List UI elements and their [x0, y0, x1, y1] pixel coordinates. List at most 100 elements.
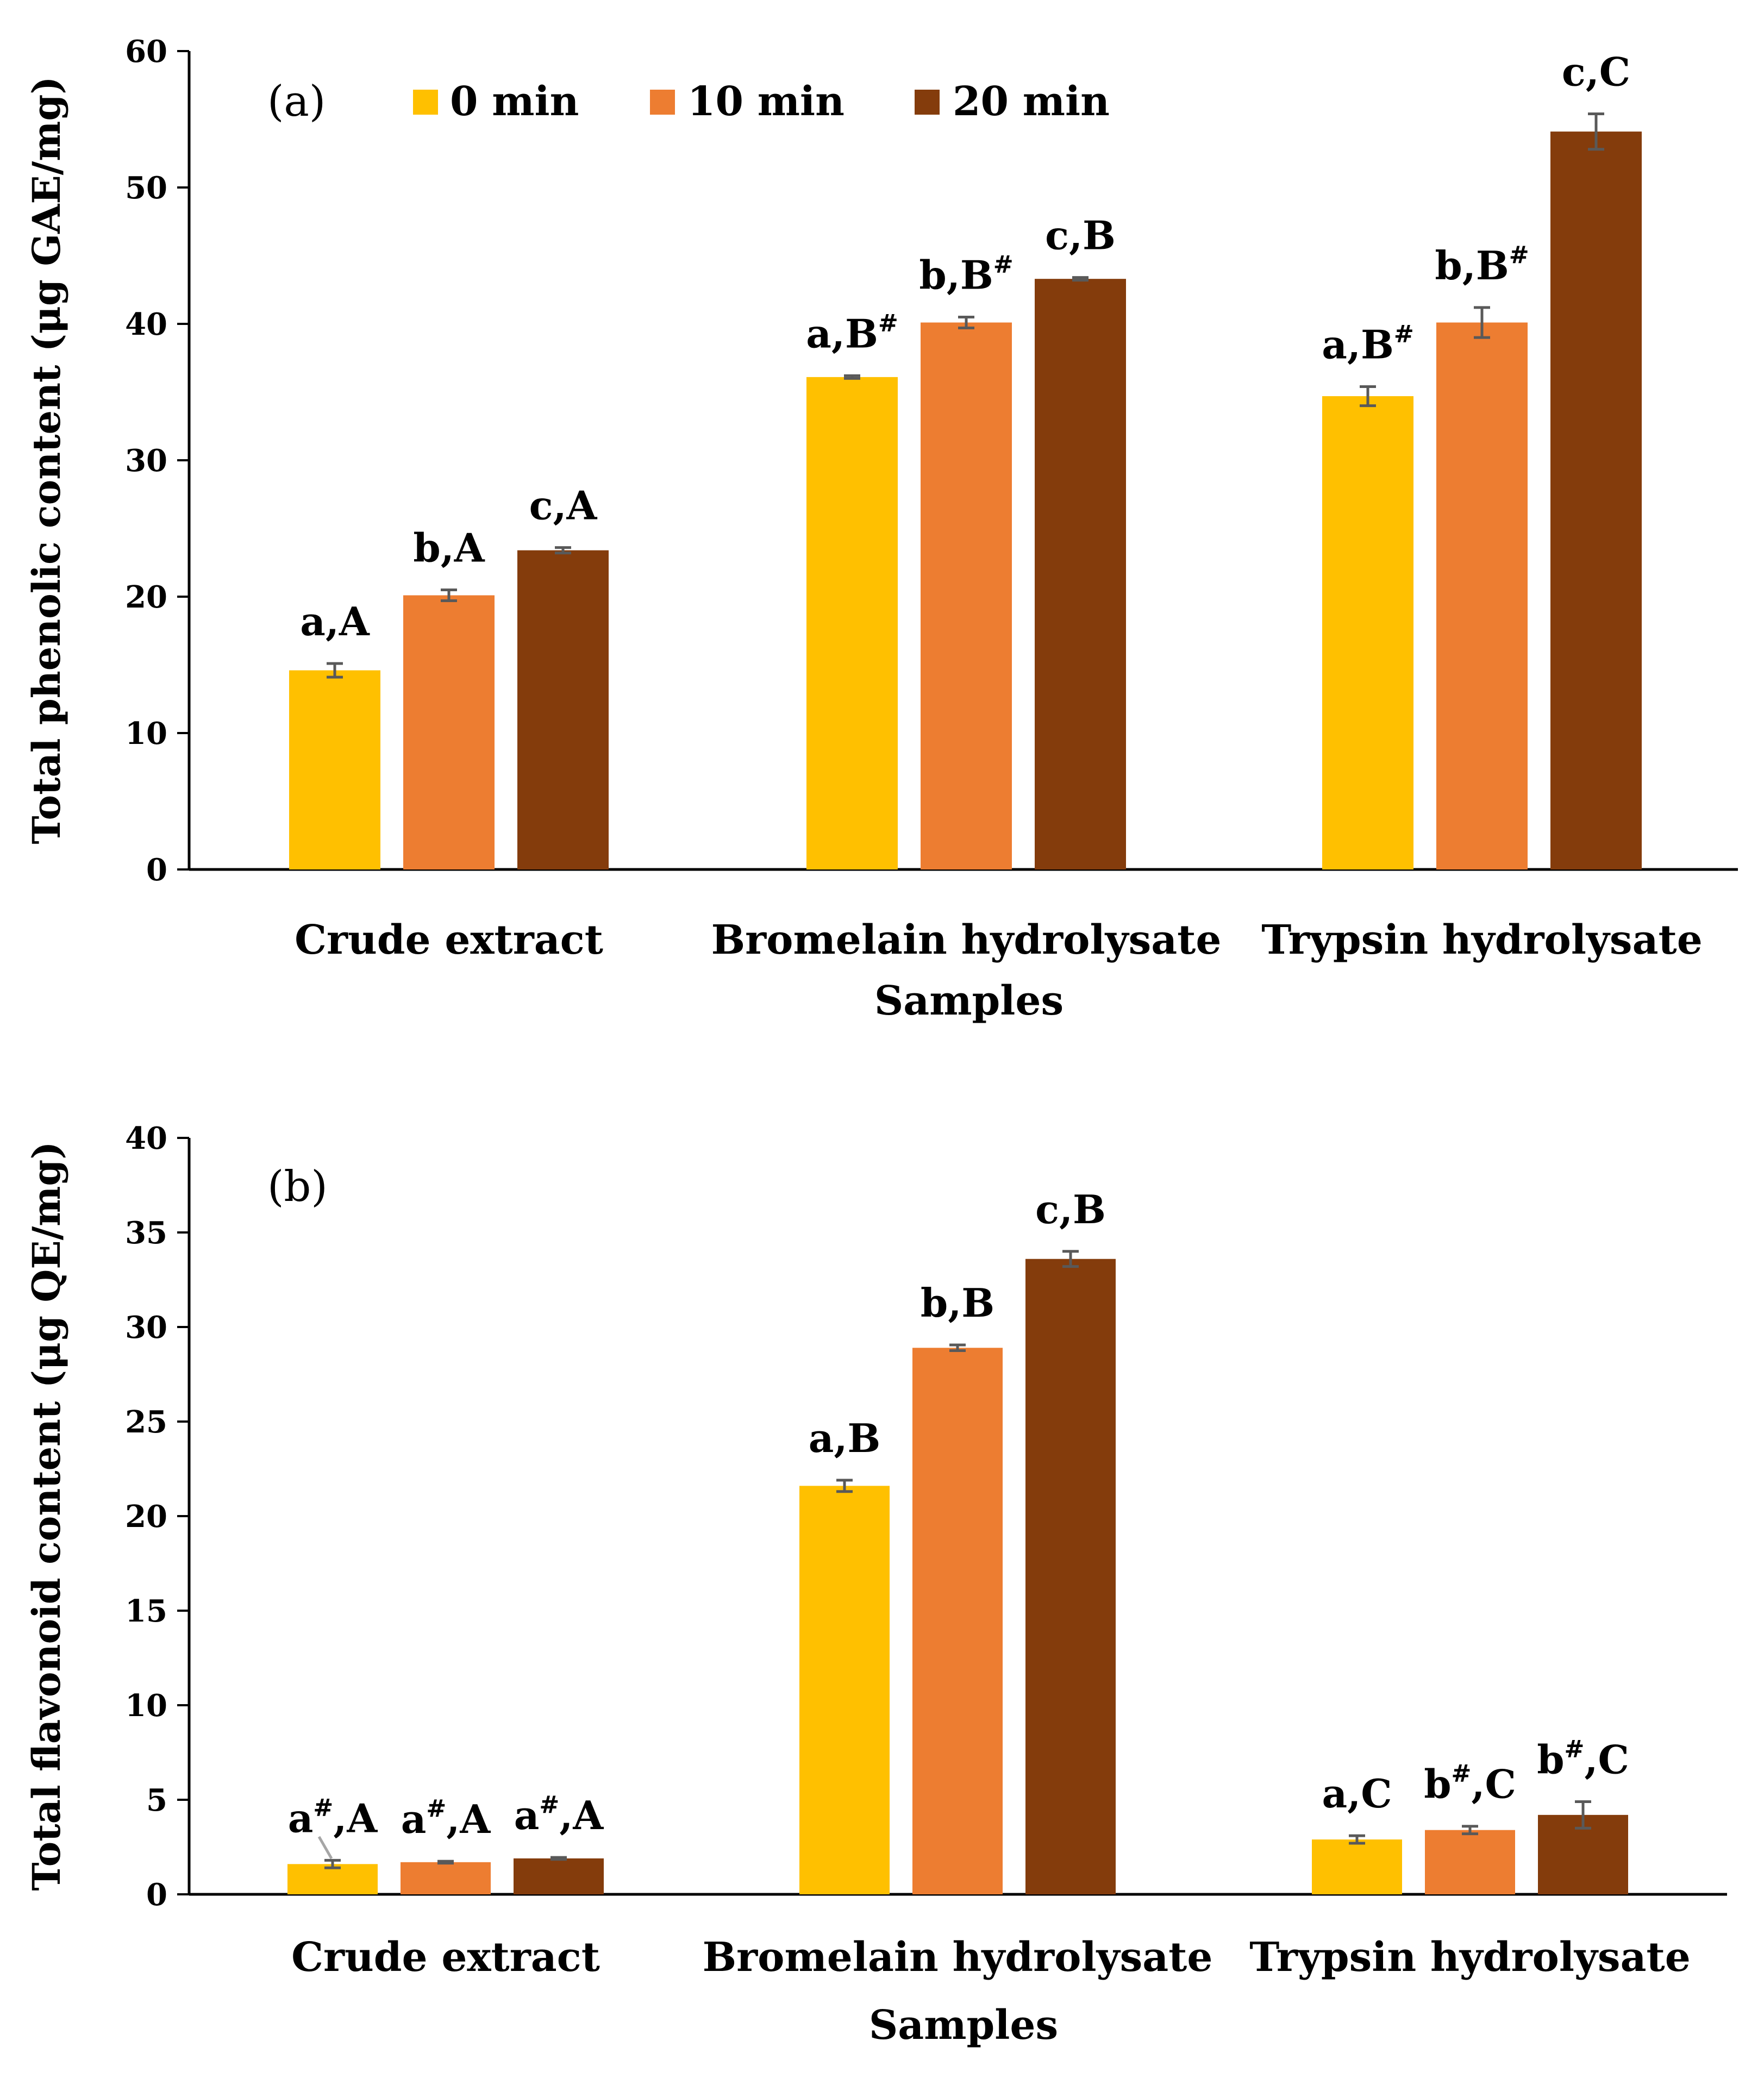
panel-b-y-tick-label: 35: [125, 1215, 167, 1251]
panel-b-bar: [1425, 1830, 1515, 1894]
panel-b-y-tick-label: 25: [125, 1404, 167, 1440]
panel-a-y-tick-label: 50: [125, 170, 167, 206]
panel-a-bar: [1322, 396, 1413, 869]
panel-b-data-label-rest: ,A: [559, 1792, 604, 1838]
panel-a-bar: [1436, 322, 1528, 869]
panel-b-data-label-base: a: [514, 1792, 540, 1838]
panel-b-data-label-base: a,B: [809, 1415, 881, 1461]
panel-a-data-label: c,C: [1562, 48, 1630, 95]
panel-a-data-label: b,B#: [1435, 241, 1529, 289]
panel-a-x-axis-label: Samples: [874, 978, 1064, 1024]
panel-b-chart: 0 5 10 15 20 25 30 35 40 Total flavonoid content …: [24, 1121, 1727, 2049]
panel-a-data-label: a,B#: [1322, 320, 1413, 367]
panel-a-data-label-base: c,C: [1562, 48, 1630, 95]
panel-b-bar: [1312, 1839, 1402, 1894]
panel-b-bar: [514, 1858, 604, 1894]
panel-a-legend-swatch: [650, 90, 675, 115]
panel-b-data-label: c,B: [1035, 1186, 1106, 1232]
panel-a-data-label-base: a,B: [1322, 321, 1394, 367]
panel-a-legend-label: 0 min: [450, 78, 579, 125]
panel-b-y-tick-label: 0: [146, 1877, 167, 1913]
panel-a-bar: [289, 670, 380, 869]
panel-b-data-label-base: a: [401, 1796, 427, 1842]
panel-b-y-tick-label: 10: [125, 1688, 167, 1724]
panel-a-data-label: c,B: [1045, 212, 1116, 259]
panel-a-y-tick-label: 60: [125, 34, 167, 70]
panel-a-legend-label: 10 min: [687, 78, 845, 125]
panel-b-label-leader-line: [317, 1836, 333, 1860]
panel-b-data-label: b#,C: [1424, 1760, 1516, 1807]
panel-b-y-tick-label: 30: [125, 1310, 167, 1345]
panel-b-data-label-sup: #: [1452, 1760, 1472, 1788]
panel-b-data-label-sup: #: [313, 1794, 333, 1822]
panel-b-bar: [401, 1862, 491, 1894]
panel-a-data-label-base: a,A: [300, 598, 370, 644]
panel-b-data-label-base: b: [1537, 1736, 1564, 1782]
panel-a-data-label: a,A: [300, 598, 370, 644]
panel-b-data-label-base: a: [288, 1795, 314, 1841]
panel-a-y-tick-label: 10: [125, 716, 167, 752]
panel-a-data-label-sup: #: [878, 309, 898, 337]
panel-a-data-label: b,B#: [919, 251, 1013, 298]
panel-b-data-label-rest: ,C: [1471, 1761, 1516, 1807]
panel-a-y-tick-label: 30: [125, 443, 167, 479]
panel-a-data-label-sup: #: [993, 251, 1014, 278]
panel-a-data-label-base: b,B: [1435, 242, 1509, 289]
panel-a-data-label: a,B#: [806, 309, 898, 356]
panel-a-bar: [921, 322, 1012, 869]
panel-a-y-tick-label: 20: [125, 579, 167, 615]
panel-b-data-label-sup: #: [426, 1795, 446, 1823]
panel-a-y-axis-label: Total phenolic content (μg GAE/mg): [24, 76, 69, 844]
panel-a-bar: [517, 550, 609, 869]
panel-b-bar: [1025, 1259, 1116, 1894]
panel-b-data-label-base: b: [1424, 1761, 1451, 1807]
panel-b-data-label: b#,C: [1537, 1735, 1629, 1782]
panel-a-bar: [403, 595, 495, 869]
panel-a-legend-swatch: [915, 90, 940, 115]
panel-b-panel-label: (b): [267, 1162, 328, 1211]
panel-a-legend-label: 20 min: [953, 78, 1110, 125]
panel-a-data-label: c,A: [529, 483, 598, 529]
panel-a-data-label-base: c,B: [1045, 212, 1116, 259]
panel-a-chart: 0 10 20 30 40 50 60 Total phenolic content (μg …: [24, 34, 1738, 1024]
panel-b-data-label: a,B: [809, 1415, 881, 1461]
panel-a-category-label: Bromelain hydrolysate: [711, 917, 1222, 963]
panel-b-data-label-sup: #: [1565, 1735, 1585, 1763]
panel-b-y-tick-label: 40: [125, 1121, 167, 1156]
panel-a-data-label-sup: #: [1509, 241, 1529, 269]
panel-b-category-label: Bromelain hydrolysate: [703, 1934, 1213, 1981]
panel-b-y-tick-label: 20: [125, 1499, 167, 1535]
panel-b-category-label: Trypsin hydrolysate: [1249, 1934, 1691, 1981]
panel-a-category-label: Trypsin hydrolysate: [1261, 917, 1703, 963]
panel-a-y-tick-label: 0: [146, 852, 167, 888]
panel-b-x-axis-label: Samples: [869, 2002, 1058, 2049]
panel-a-panel-label: (a): [267, 77, 326, 126]
panel-a-bar: [806, 377, 898, 869]
panel-a-bar: [1550, 132, 1642, 870]
panel-b-category-label: Crude extract: [291, 1934, 600, 1981]
panel-b-y-tick-label: 15: [125, 1593, 167, 1629]
panel-a-data-label-base: a,B: [806, 310, 878, 356]
panel-a-category-label: Crude extract: [295, 917, 603, 963]
panel-b-data-label: a#,A: [401, 1795, 491, 1842]
panel-a-data-label-base: b,A: [413, 524, 485, 571]
panel-a-data-label-base: c,A: [529, 483, 598, 529]
panel-b-data-label: a#,A: [514, 1791, 604, 1838]
panel-b-bar: [912, 1348, 1003, 1894]
panel-a-legend-swatch: [413, 90, 438, 115]
panel-b-data-label-rest: ,C: [1584, 1736, 1629, 1782]
panel-b-data-label-base: b,B: [921, 1280, 994, 1326]
panel-b-y-axis-label: Total flavonoid content (μg QE/mg): [24, 1142, 69, 1891]
panel-b-y-tick-label: 5: [146, 1782, 167, 1818]
panel-a-data-label-sup: #: [1394, 320, 1414, 348]
panel-a-y-tick-label: 40: [125, 306, 167, 342]
panel-b-data-label: b,B: [921, 1280, 994, 1326]
panel-a-bar: [1035, 279, 1126, 870]
panel-b-data-label: a,C: [1322, 1770, 1392, 1817]
panel-a-data-label: b,A: [413, 524, 485, 571]
panel-b-bar: [799, 1486, 890, 1894]
panel-b-data-label-sup: #: [539, 1791, 559, 1819]
panel-b-data-label-base: c,B: [1035, 1186, 1106, 1232]
panel-b-data-label: a#,A: [288, 1794, 378, 1841]
